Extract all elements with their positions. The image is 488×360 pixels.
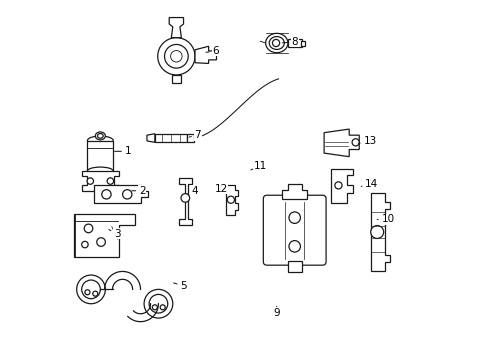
Polygon shape bbox=[147, 134, 155, 142]
Polygon shape bbox=[195, 46, 216, 63]
Ellipse shape bbox=[265, 33, 287, 53]
Text: 13: 13 bbox=[358, 136, 376, 145]
Ellipse shape bbox=[272, 40, 279, 46]
Ellipse shape bbox=[95, 132, 105, 140]
Polygon shape bbox=[282, 184, 306, 199]
Bar bbox=[301, 41, 305, 45]
Circle shape bbox=[170, 50, 182, 62]
Circle shape bbox=[122, 190, 132, 199]
Text: 8: 8 bbox=[282, 37, 297, 47]
Polygon shape bbox=[169, 18, 183, 38]
Circle shape bbox=[158, 38, 195, 75]
Text: 5: 5 bbox=[173, 281, 186, 291]
Polygon shape bbox=[179, 178, 191, 225]
Text: 6: 6 bbox=[205, 46, 219, 56]
Ellipse shape bbox=[97, 134, 103, 138]
Circle shape bbox=[85, 290, 90, 295]
Circle shape bbox=[93, 291, 98, 296]
Ellipse shape bbox=[87, 167, 113, 175]
Circle shape bbox=[351, 139, 359, 146]
Ellipse shape bbox=[269, 37, 284, 49]
Circle shape bbox=[144, 289, 172, 318]
Circle shape bbox=[87, 178, 93, 184]
Bar bbox=[187, 134, 193, 141]
Text: 10: 10 bbox=[376, 215, 394, 224]
FancyBboxPatch shape bbox=[263, 195, 325, 265]
Bar bbox=[155, 134, 187, 142]
Text: 14: 14 bbox=[361, 179, 378, 189]
Circle shape bbox=[164, 44, 188, 68]
Polygon shape bbox=[330, 169, 352, 203]
Polygon shape bbox=[324, 129, 359, 157]
Text: 7: 7 bbox=[189, 130, 201, 140]
Circle shape bbox=[102, 190, 111, 199]
Ellipse shape bbox=[87, 136, 113, 145]
Circle shape bbox=[81, 241, 88, 248]
Circle shape bbox=[152, 305, 157, 310]
Polygon shape bbox=[94, 185, 147, 203]
Text: 12: 12 bbox=[214, 184, 227, 194]
Text: 4: 4 bbox=[187, 186, 197, 196]
Circle shape bbox=[81, 280, 100, 299]
Circle shape bbox=[84, 224, 93, 233]
Circle shape bbox=[107, 178, 113, 184]
Bar bbox=[287, 261, 301, 272]
Text: 3: 3 bbox=[109, 229, 120, 239]
Polygon shape bbox=[172, 75, 180, 83]
Circle shape bbox=[149, 294, 167, 313]
Circle shape bbox=[181, 194, 189, 202]
Text: 1: 1 bbox=[114, 146, 131, 156]
Polygon shape bbox=[370, 193, 389, 271]
Circle shape bbox=[334, 182, 341, 189]
Circle shape bbox=[97, 238, 105, 246]
Circle shape bbox=[288, 240, 300, 252]
Circle shape bbox=[227, 196, 234, 203]
Circle shape bbox=[77, 275, 105, 304]
Text: 9: 9 bbox=[273, 306, 280, 318]
Polygon shape bbox=[225, 185, 238, 215]
Text: 2: 2 bbox=[132, 186, 145, 196]
Bar bbox=[87, 140, 113, 171]
Polygon shape bbox=[81, 171, 119, 191]
Circle shape bbox=[370, 226, 383, 238]
Circle shape bbox=[288, 212, 300, 224]
Bar bbox=[287, 40, 302, 46]
Text: 11: 11 bbox=[250, 161, 267, 171]
Polygon shape bbox=[74, 214, 135, 257]
Circle shape bbox=[160, 305, 165, 310]
